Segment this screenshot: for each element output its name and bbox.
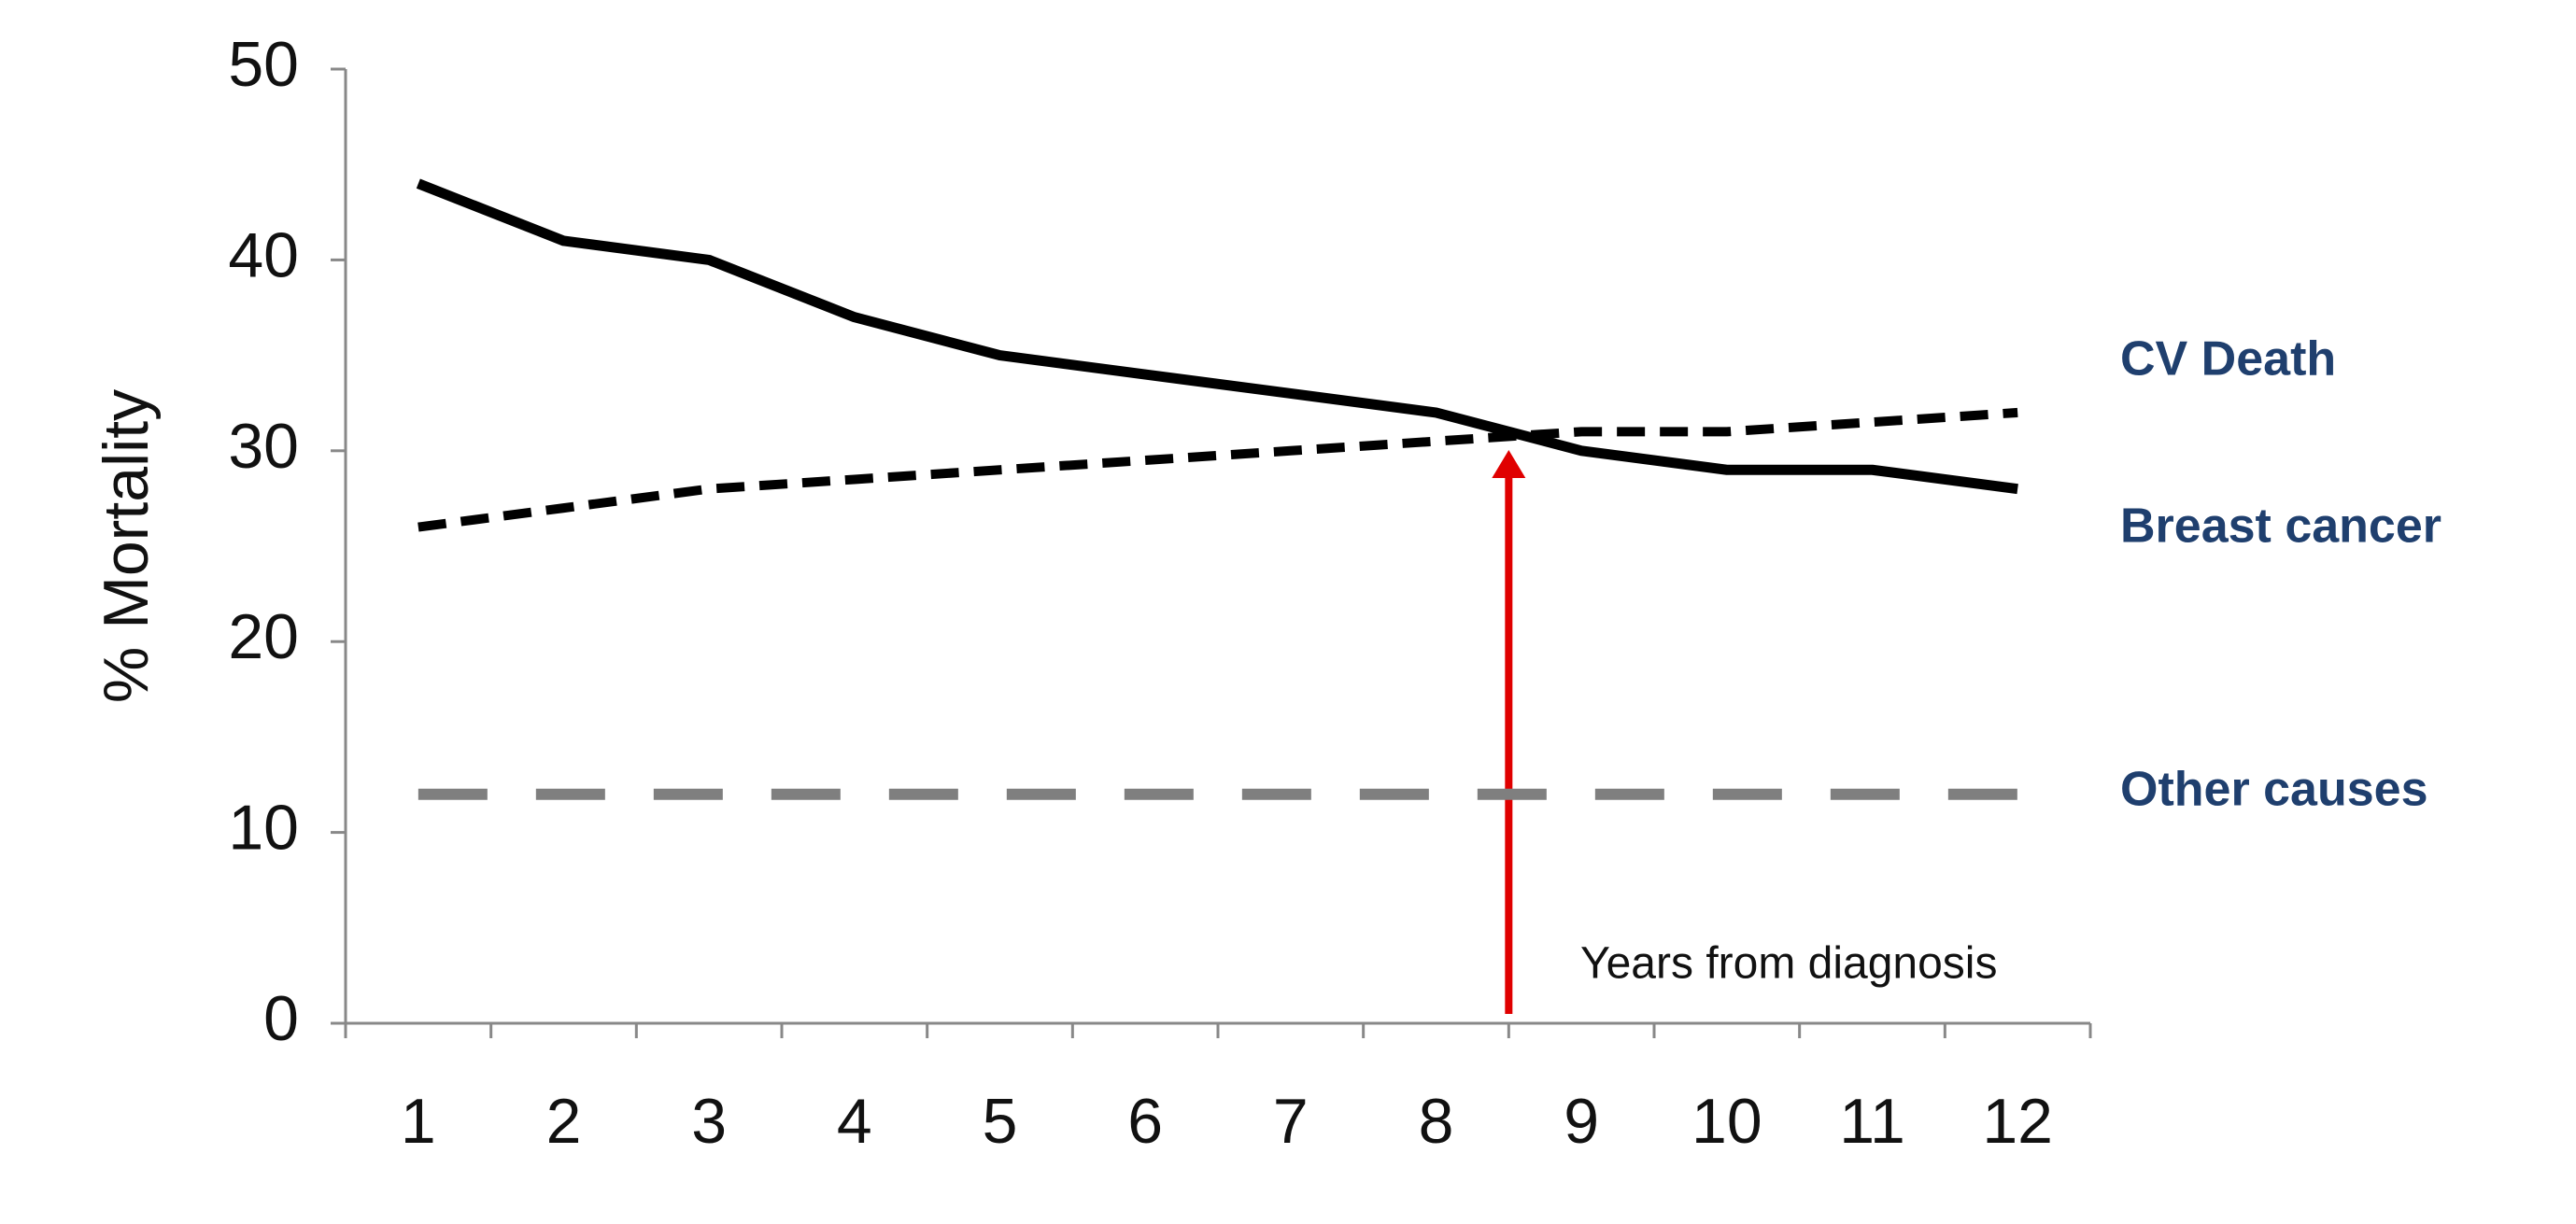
y-tick-label: 10 xyxy=(228,793,299,864)
x-tick-label: 2 xyxy=(546,1086,582,1157)
arrow-head xyxy=(1492,450,1526,478)
x-tick-label: 4 xyxy=(837,1086,872,1157)
series-line xyxy=(416,178,2018,495)
y-tick-label: 20 xyxy=(228,601,299,672)
x-tick-label: 11 xyxy=(1839,1086,1905,1157)
y-tick-label: 0 xyxy=(263,983,299,1054)
x-tick-label: 8 xyxy=(1419,1086,1454,1157)
y-tick-label: 30 xyxy=(228,411,299,482)
series-line xyxy=(418,407,2018,532)
x-axis-label: Years from diagnosis xyxy=(1580,939,1997,989)
series-label: Breast cancer xyxy=(2120,499,2442,553)
x-tick-label: 6 xyxy=(1127,1086,1163,1157)
x-tick-label: 12 xyxy=(1982,1086,2053,1157)
y-tick-label: 50 xyxy=(228,29,299,100)
series-label: Other causes xyxy=(2120,762,2428,816)
x-tick-label: 1 xyxy=(401,1086,436,1157)
x-tick-label: 7 xyxy=(1273,1086,1309,1157)
x-tick-label: 5 xyxy=(983,1086,1018,1157)
y-tick-label: 40 xyxy=(228,219,299,290)
x-tick-label: 10 xyxy=(1691,1086,1762,1157)
x-tick-label: 3 xyxy=(691,1086,727,1157)
y-axis-label: % Mortality xyxy=(91,389,162,703)
series-label: CV Death xyxy=(2120,332,2336,387)
x-tick-label: 9 xyxy=(1564,1086,1599,1157)
